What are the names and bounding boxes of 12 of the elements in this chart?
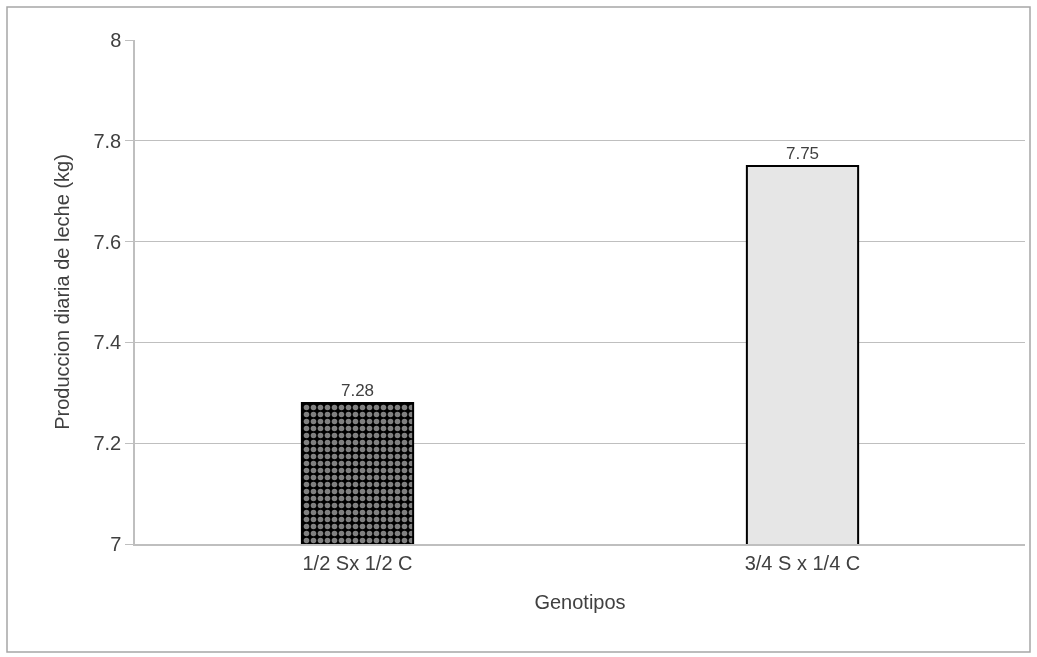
y-tick-label: 7.8 xyxy=(93,129,122,152)
x-tick-label: 3/4 S x 1/4 C xyxy=(744,551,861,574)
x-tick-label: 1/2 Sx 1/2 C xyxy=(302,551,413,574)
data-label: 7.28 xyxy=(340,380,375,400)
y-tick-label: 7.2 xyxy=(93,432,122,455)
x-axis-title: Genotipos xyxy=(534,590,626,613)
y-tick-label: 7.4 xyxy=(93,331,122,354)
data-label: 7.75 xyxy=(785,144,820,163)
y-tick-label: 7 xyxy=(110,533,122,555)
y-tick-label: 7.6 xyxy=(93,230,122,253)
y-tick-label: 8 xyxy=(110,29,122,51)
y-axis-title: Produccion diaria de leche (kg) xyxy=(51,154,74,430)
